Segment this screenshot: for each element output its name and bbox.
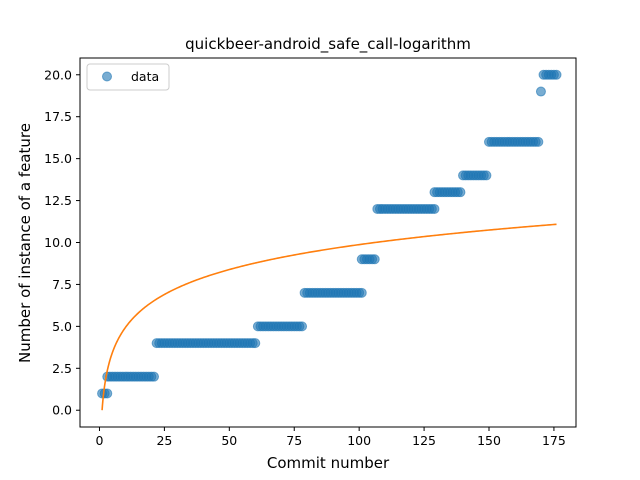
y-tick-label: 17.5 bbox=[44, 109, 72, 124]
x-tick-label: 100 bbox=[347, 433, 371, 448]
data-point bbox=[102, 388, 113, 399]
y-tick-label: 12.5 bbox=[44, 193, 72, 208]
data-point bbox=[250, 338, 261, 349]
x-tick-label: 0 bbox=[95, 433, 103, 448]
x-axis-label: Commit number bbox=[267, 454, 390, 472]
plot-frame bbox=[79, 57, 577, 428]
x-axis-ticks: 0 25 50 75 100 125 150 175 bbox=[95, 427, 566, 448]
y-tick-label: 10.0 bbox=[44, 235, 72, 250]
legend-marker-data bbox=[102, 71, 112, 82]
x-tick-label: 150 bbox=[477, 433, 501, 448]
data-point bbox=[535, 86, 546, 97]
y-tick-label: 15.0 bbox=[44, 151, 72, 166]
y-tick-label: 20.0 bbox=[44, 67, 72, 82]
data-point bbox=[551, 69, 562, 80]
y-tick-label: 0.0 bbox=[52, 403, 72, 418]
plot-area bbox=[97, 69, 562, 411]
x-tick-label: 25 bbox=[156, 433, 172, 448]
data-point bbox=[481, 170, 492, 181]
x-tick-label: 50 bbox=[221, 433, 237, 448]
x-tick-label: 75 bbox=[286, 433, 302, 448]
data-point bbox=[149, 371, 160, 382]
chart-title: quickbeer-android_safe_call-logarithm bbox=[185, 35, 471, 54]
data-point bbox=[297, 321, 308, 332]
legend-box bbox=[86, 63, 170, 91]
data-point bbox=[455, 187, 466, 198]
data-point bbox=[369, 254, 380, 265]
y-tick-label: 5.0 bbox=[52, 319, 72, 334]
legend-label-data: data bbox=[131, 69, 159, 84]
y-tick-label: 2.5 bbox=[52, 361, 72, 376]
x-tick-label: 175 bbox=[542, 433, 566, 448]
data-point bbox=[356, 287, 367, 298]
legend: data bbox=[86, 63, 170, 91]
data-point bbox=[429, 203, 440, 214]
y-axis-ticks: 0.0 2.5 5.0 7.5 10.0 12.5 15.0 17.5 20.0 bbox=[44, 67, 80, 418]
y-tick-label: 7.5 bbox=[52, 277, 72, 292]
data-point bbox=[533, 136, 544, 147]
x-tick-label: 125 bbox=[412, 433, 436, 448]
y-axis-label: Number of instance of a feature bbox=[16, 123, 34, 363]
fit-line bbox=[101, 223, 557, 411]
